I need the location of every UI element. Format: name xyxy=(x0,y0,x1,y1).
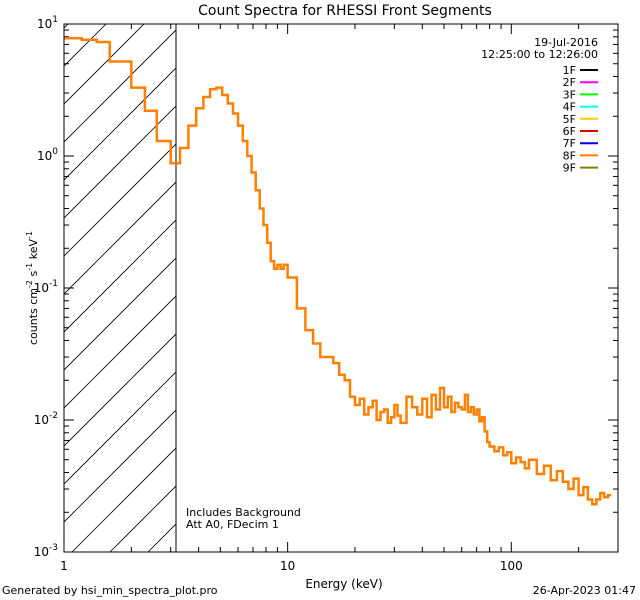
hatch-line xyxy=(64,333,176,447)
legend-label: 3F xyxy=(563,88,576,101)
x-tick-label: 100 xyxy=(500,559,523,573)
annotation-background: Includes Background xyxy=(186,506,301,519)
excluded-energy-hatch xyxy=(64,24,176,552)
hatch-line xyxy=(64,143,176,257)
series-line-8F xyxy=(64,36,612,506)
legend-label: 7F xyxy=(563,137,576,150)
legend-label: 5F xyxy=(563,113,576,126)
date-label: 19-Jul-2016 xyxy=(534,36,598,49)
hatch-line xyxy=(109,485,176,552)
x-tick-label: 10 xyxy=(280,559,295,573)
y-tick-label: 101 xyxy=(37,15,58,31)
annotation-attenuator: Att A0, FDecim 1 xyxy=(186,518,279,531)
legend-label: 2F xyxy=(563,76,576,89)
timestamp-footer: 26-Apr-2023 01:47 xyxy=(533,584,636,597)
legend-label: 6F xyxy=(563,125,576,138)
generated-by-footer: Generated by hsi_min_spectra_plot.pro xyxy=(2,584,218,597)
legend-label: 1F xyxy=(563,64,576,77)
plot-frame xyxy=(63,23,619,553)
hatch-line xyxy=(64,67,176,181)
y-axis-label: counts cm-2 s-1 keV-1 xyxy=(25,231,40,345)
legend-label: 9F xyxy=(563,162,576,175)
y-tick-label: 100 xyxy=(37,147,58,163)
axis-ticks xyxy=(63,23,619,553)
hatch-line xyxy=(64,181,176,295)
hatch-line xyxy=(64,257,176,371)
time-range-label: 12:25:00 to 12:26:00 xyxy=(481,48,598,61)
chart-title: Count Spectra for RHESSI Front Segments xyxy=(198,3,492,19)
x-axis-label: Energy (keV) xyxy=(305,577,382,591)
hatch-line xyxy=(64,105,176,219)
x-tick-labels: 1 10 100 xyxy=(60,559,523,573)
y-tick-label: 10-1 xyxy=(34,279,58,295)
hatch-line xyxy=(64,24,107,67)
legend-label: 8F xyxy=(563,149,576,162)
x-tick-label: 1 xyxy=(60,559,68,573)
hatch-line xyxy=(64,409,176,523)
hatch-line xyxy=(64,371,176,485)
y-tick-label: 10-2 xyxy=(34,411,58,427)
y-tick-labels: 101 100 10-1 10-2 10-3 xyxy=(34,15,59,559)
hatch-line xyxy=(71,447,176,552)
hatch-line xyxy=(64,29,176,143)
y-tick-label: 10-3 xyxy=(34,543,58,559)
legend-label: 4F xyxy=(563,101,576,114)
